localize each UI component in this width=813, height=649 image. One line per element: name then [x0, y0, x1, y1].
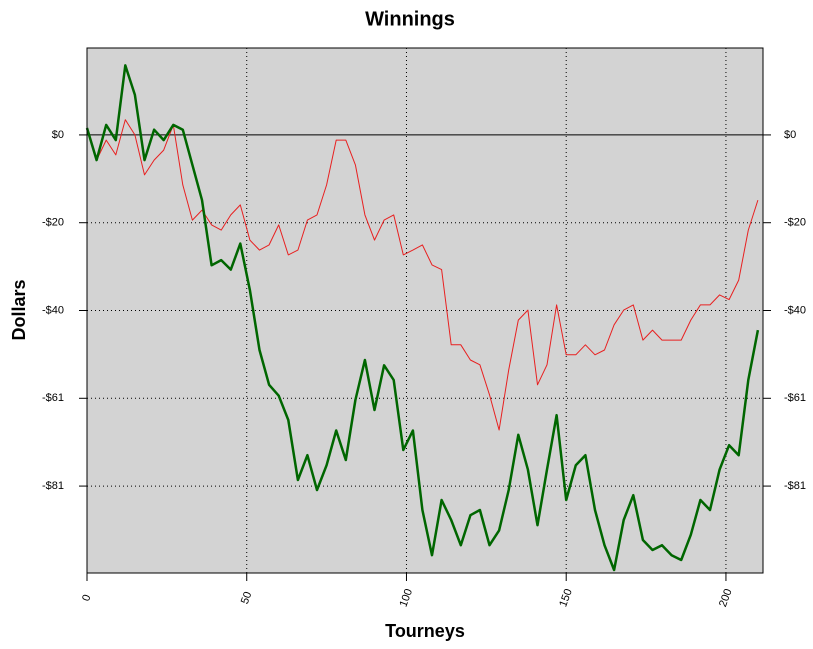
- y-tick-label: -$81: [42, 480, 64, 492]
- chart-title: Winnings: [365, 8, 455, 30]
- y2-tick-label: $0: [784, 129, 796, 141]
- x-tick-label: 150: [557, 587, 575, 608]
- x-tick-label: 0: [80, 593, 93, 603]
- y2-tick-label: -$61: [784, 392, 806, 404]
- x-axis-label: Tourneys: [385, 621, 465, 641]
- y-tick-label: $0: [52, 129, 64, 141]
- y2-tick-label: -$40: [784, 304, 806, 316]
- data-line: [85, 64, 760, 572]
- y2-tick-label: -$20: [784, 217, 806, 229]
- x-tick-label: 100: [398, 587, 416, 608]
- plot-frame: [86, 47, 764, 574]
- y-tick-label: -$40: [42, 304, 64, 316]
- plot-area: [87, 48, 763, 573]
- x-tick-label: 50: [239, 590, 254, 606]
- y-tick-label: -$20: [42, 217, 64, 229]
- y-axis-label: Dollars: [9, 279, 29, 340]
- y-tick-label: -$61: [42, 392, 64, 404]
- data-line: [86, 119, 759, 431]
- x-tick-label: 200: [717, 587, 735, 608]
- y2-tick-label: -$81: [784, 480, 806, 492]
